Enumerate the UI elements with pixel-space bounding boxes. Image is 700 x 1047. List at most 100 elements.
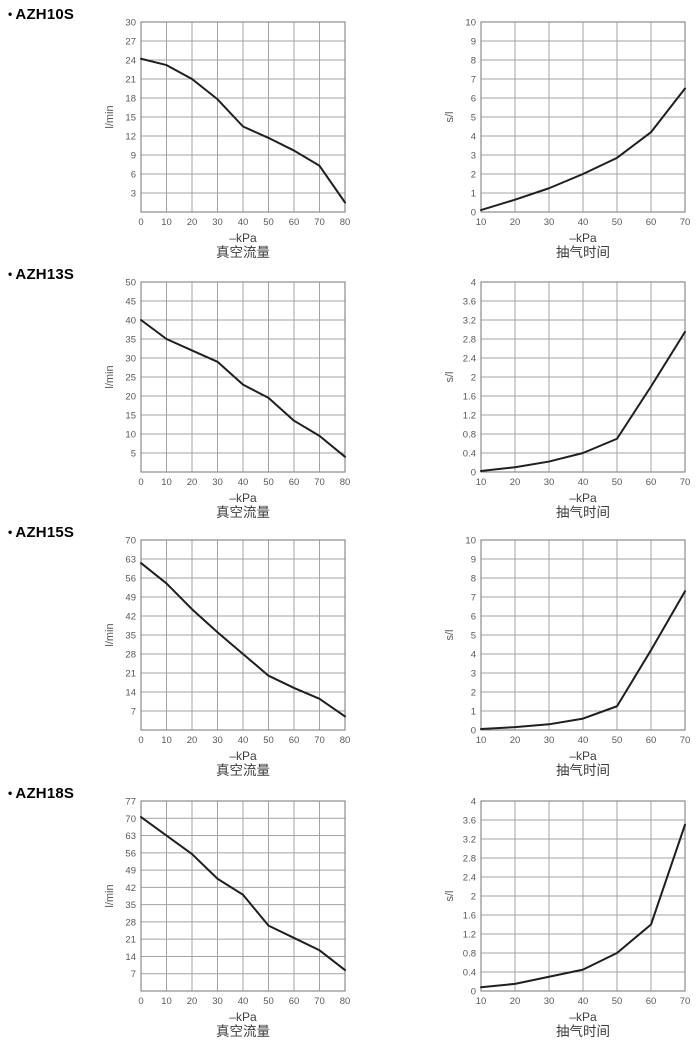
data-curve bbox=[140, 319, 346, 458]
chart-caption: 真空流量 bbox=[216, 763, 270, 778]
y-tick-label: 1.2 bbox=[463, 411, 476, 422]
y-tick-label: 63 bbox=[125, 831, 136, 842]
data-curve bbox=[140, 57, 346, 204]
x-tick-label: 40 bbox=[578, 735, 589, 746]
x-tick-label: 70 bbox=[680, 996, 690, 1007]
y-axis-unit: l/min bbox=[104, 365, 116, 388]
y-tick-label: 20 bbox=[125, 392, 136, 403]
AZH10S-flow-chart: 0 10 20 30 40 50 60 70 80 3 6 9 12 15 18 21 24 27 30 l/min –… bbox=[104, 18, 350, 261]
y-axis-unit: l/min bbox=[104, 884, 116, 907]
x-tick-label: 30 bbox=[544, 477, 555, 488]
x-axis-unit: –kPa bbox=[229, 1010, 257, 1024]
x-tick-label: 50 bbox=[263, 477, 274, 488]
x-tick-label: 40 bbox=[578, 477, 589, 488]
y-tick-label: 45 bbox=[125, 297, 136, 308]
data-curve bbox=[140, 816, 346, 972]
y-tick-label: 30 bbox=[125, 354, 136, 365]
x-tick-label: 10 bbox=[161, 217, 172, 228]
bullet-icon: • bbox=[8, 524, 13, 539]
x-axis-unit: –kPa bbox=[569, 749, 597, 763]
x-tick-label: 30 bbox=[544, 217, 555, 228]
y-tick-label: 70 bbox=[125, 814, 136, 825]
x-tick-label: 0 bbox=[138, 477, 143, 488]
plot-border bbox=[140, 539, 346, 731]
y-axis-unit: l/min bbox=[104, 105, 116, 128]
data-curve bbox=[480, 590, 686, 731]
AZH13S-flow-chart: 0 10 20 30 40 50 60 70 80 5 10 15 20 25 30 35 40 45 50 l/mi… bbox=[104, 278, 350, 521]
y-tick-label: 21 bbox=[125, 935, 136, 946]
y-tick-label: 3 bbox=[471, 151, 476, 162]
grid bbox=[140, 281, 346, 473]
y-tick-label: 2.8 bbox=[463, 854, 476, 865]
chart-caption: 真空流量 bbox=[216, 505, 270, 520]
x-axis-unit: –kPa bbox=[569, 491, 597, 505]
y-tick-label: 18 bbox=[125, 94, 136, 105]
model-title: • AZH10S bbox=[8, 6, 74, 23]
x-tick-label: 70 bbox=[680, 217, 690, 228]
y-axis-unit: l/min bbox=[104, 623, 116, 646]
y-tick-label: 2 bbox=[471, 688, 476, 699]
y-tick-label: 56 bbox=[125, 574, 136, 585]
data-curve bbox=[480, 823, 686, 989]
y-tick-label: 0 bbox=[471, 208, 476, 219]
x-tick-label: 40 bbox=[578, 217, 589, 228]
x-tick-label: 60 bbox=[646, 996, 657, 1007]
x-tick-label: 20 bbox=[510, 477, 521, 488]
model-name: AZH10S bbox=[15, 6, 75, 23]
grid bbox=[480, 21, 686, 213]
y-tick-label: 35 bbox=[125, 335, 136, 346]
y-axis-unit: s/l bbox=[444, 372, 456, 383]
bullet-icon: • bbox=[8, 6, 13, 21]
x-tick-label: 70 bbox=[314, 735, 325, 746]
x-tick-label: 60 bbox=[289, 217, 300, 228]
x-tick-label: 30 bbox=[212, 735, 223, 746]
y-tick-label: 9 bbox=[471, 37, 476, 48]
model-title: • AZH13S bbox=[8, 266, 74, 283]
y-tick-label: 3.6 bbox=[463, 816, 476, 827]
x-tick-label: 80 bbox=[340, 477, 350, 488]
y-tick-label: 2 bbox=[471, 373, 476, 384]
x-tick-label: 50 bbox=[612, 735, 623, 746]
model-title: • AZH18S bbox=[8, 785, 74, 802]
plot-border bbox=[140, 21, 346, 213]
x-tick-label: 50 bbox=[612, 996, 623, 1007]
x-tick-label: 40 bbox=[578, 996, 589, 1007]
y-tick-label: 14 bbox=[125, 688, 136, 699]
x-tick-label: 40 bbox=[238, 735, 249, 746]
x-tick-label: 40 bbox=[238, 477, 249, 488]
y-tick-label: 4 bbox=[471, 797, 476, 808]
x-tick-label: 80 bbox=[340, 735, 350, 746]
x-tick-label: 50 bbox=[263, 996, 274, 1007]
y-tick-label: 4 bbox=[471, 650, 476, 661]
y-tick-label: 2.4 bbox=[463, 354, 476, 365]
y-tick-label: 0.4 bbox=[463, 968, 476, 979]
x-tick-label: 20 bbox=[187, 217, 198, 228]
y-tick-label: 35 bbox=[125, 900, 136, 911]
AZH18S-flow-chart: 0 10 20 30 40 50 60 70 80 7 14 21 28 35 42 49 56 63 70 77 l/… bbox=[104, 797, 350, 1040]
AZH13S-time-chart: 10 20 30 40 50 60 70 0 0.4 0.8 1.2 1.6 2 2.4 2.8 3.2 3.6… bbox=[444, 278, 690, 521]
bullet-icon: • bbox=[8, 266, 13, 281]
y-tick-label: 4 bbox=[471, 278, 476, 289]
y-tick-label: 49 bbox=[125, 866, 136, 877]
y-tick-label: 1.6 bbox=[463, 911, 476, 922]
y-tick-label: 12 bbox=[125, 132, 136, 143]
y-tick-label: 21 bbox=[125, 669, 136, 680]
x-tick-label: 80 bbox=[340, 217, 350, 228]
model-row-azh13s: • AZH13S 0 10 20 30 40 50 60 70 80 5 10 15 20 25 30 35 40 4… bbox=[0, 260, 700, 522]
x-tick-label: 10 bbox=[476, 735, 487, 746]
model-row-azh18s: • AZH18S 0 10 20 30 40 50 60 70 80 7 14 21 28 35 42 49 56 6… bbox=[0, 779, 700, 1041]
y-tick-label: 1.2 bbox=[463, 930, 476, 941]
x-tick-label: 10 bbox=[161, 477, 172, 488]
y-tick-label: 9 bbox=[471, 555, 476, 566]
model-title: • AZH15S bbox=[8, 524, 74, 541]
x-tick-label: 60 bbox=[289, 735, 300, 746]
data-curve bbox=[140, 562, 346, 718]
grid bbox=[480, 800, 686, 992]
y-tick-label: 49 bbox=[125, 593, 136, 604]
y-tick-label: 21 bbox=[125, 75, 136, 86]
chart-caption: 抽气时间 bbox=[556, 1024, 610, 1039]
model-name: AZH13S bbox=[15, 266, 75, 283]
y-tick-label: 7 bbox=[131, 969, 136, 980]
